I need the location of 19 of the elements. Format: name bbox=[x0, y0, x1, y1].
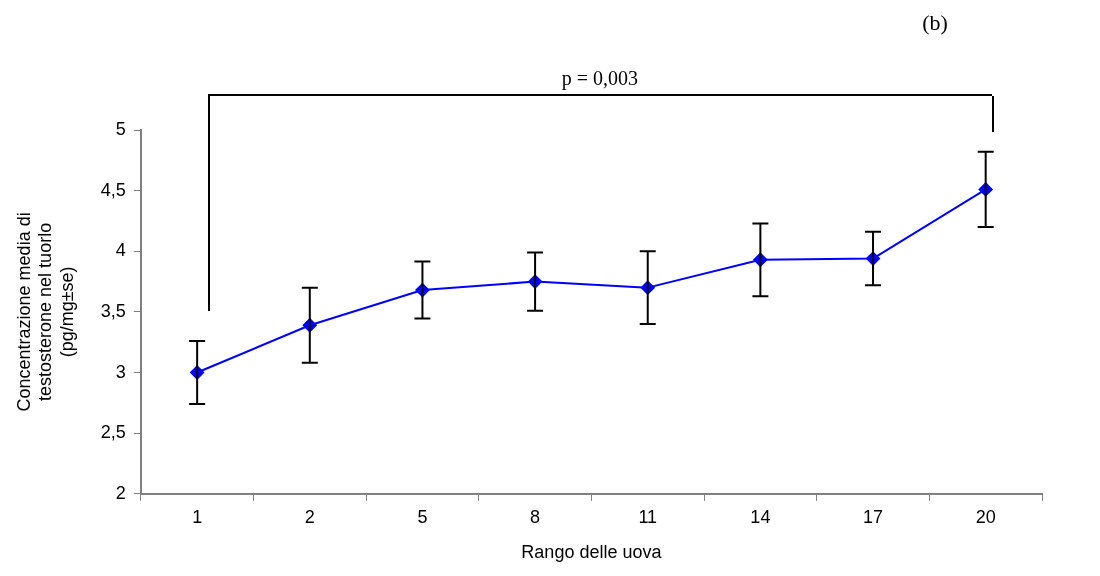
y-tick-label: 2 bbox=[115, 482, 126, 503]
x-tick-label: 5 bbox=[417, 506, 428, 527]
y-tick-label: 2,5 bbox=[100, 422, 126, 443]
text: (b) bbox=[922, 9, 948, 35]
y-axis-title: Concentrazione media di testosterone nel tuorlo (pg/mg±se) bbox=[13, 212, 77, 412]
x-tick-label: 20 bbox=[975, 506, 996, 527]
y-tick-label: 4 bbox=[115, 240, 126, 261]
x-tick-label: 2 bbox=[304, 506, 315, 527]
y-tick-label: 5 bbox=[115, 118, 126, 139]
x-tick-label: 11 bbox=[638, 506, 658, 527]
text: p = 0,003 bbox=[561, 67, 639, 91]
x-tick-label: 1 bbox=[192, 506, 203, 527]
x-axis-title: Rango delle uova bbox=[521, 542, 663, 563]
x-tick-label: 17 bbox=[863, 506, 884, 527]
y-tick-label: 3 bbox=[115, 361, 126, 382]
x-tick-label: 8 bbox=[530, 506, 541, 527]
x-tick-label: 14 bbox=[750, 506, 771, 527]
y-tick-label: 3,5 bbox=[100, 300, 126, 321]
y-tick-label: 4,5 bbox=[100, 179, 126, 200]
